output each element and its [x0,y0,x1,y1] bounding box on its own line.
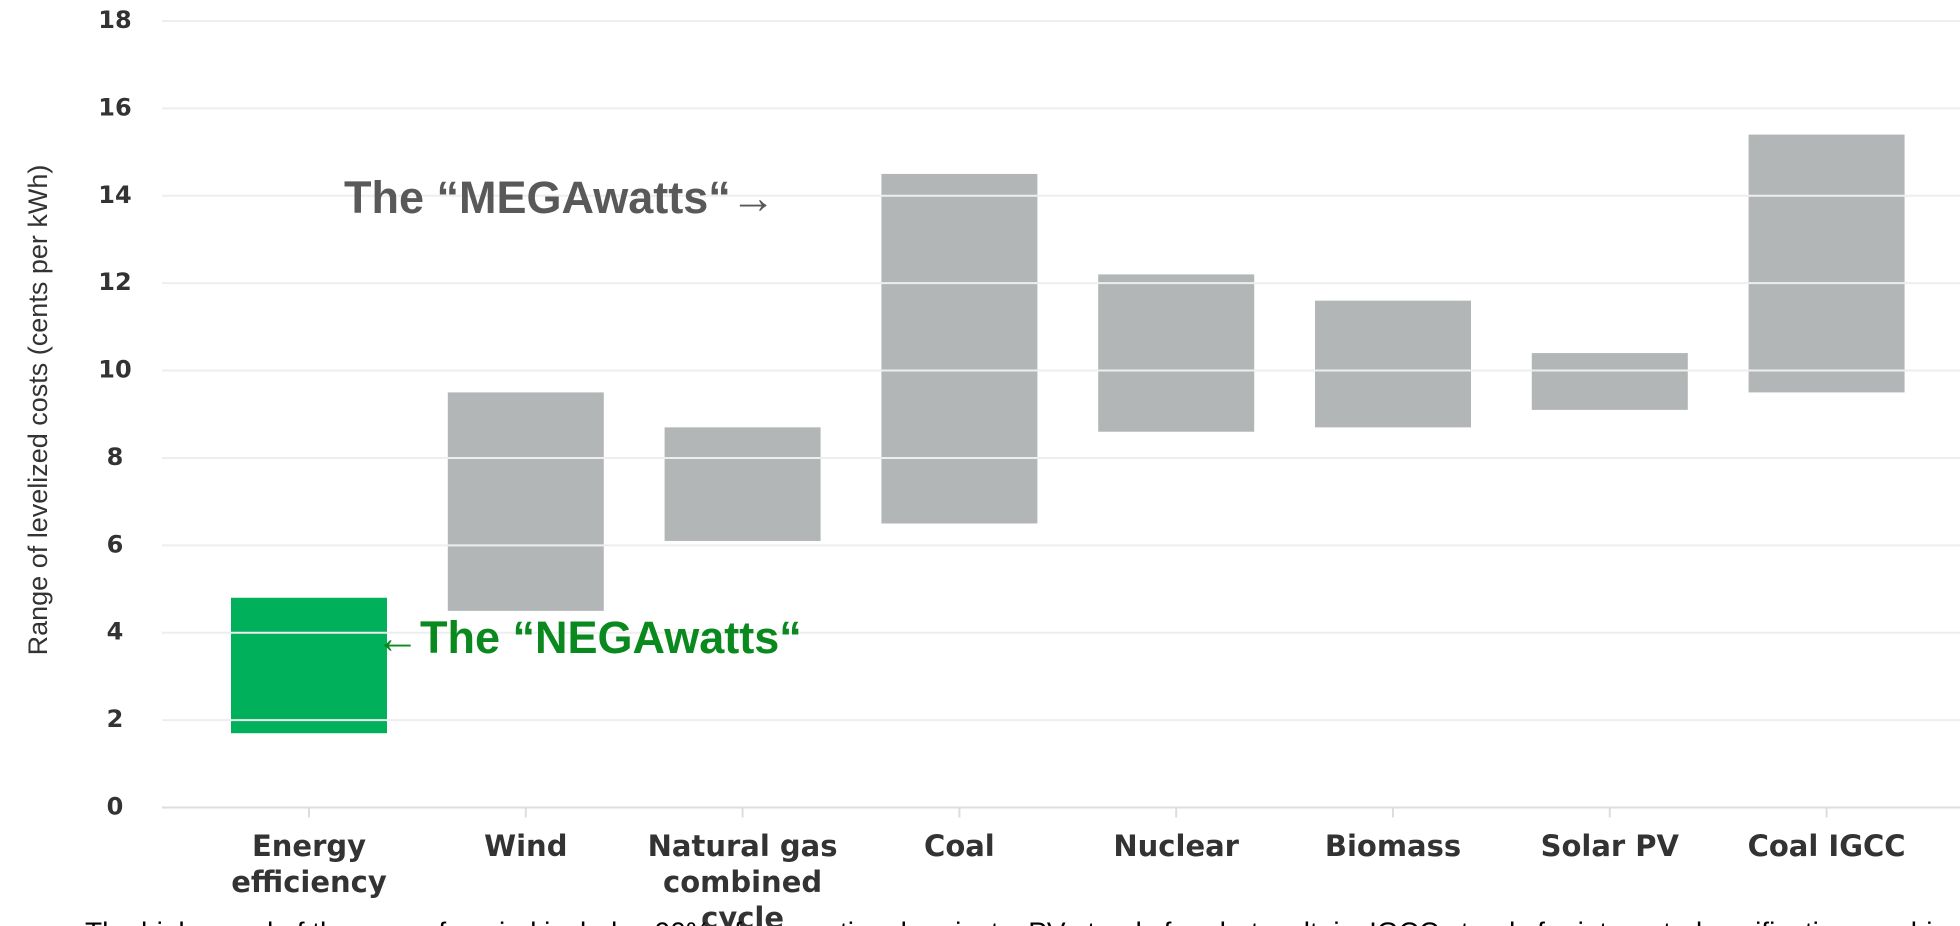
bar [1098,274,1255,432]
y-tick-label: 12 [98,268,131,296]
y-axis-label: Range of levelized costs (cents per kWh) [23,165,53,656]
x-tick-label: Biomass [1325,829,1461,863]
y-tick-label: 0 [107,793,124,821]
x-tick-label: Energy efficiency [231,829,387,899]
bar [1531,353,1688,410]
bar [1315,300,1471,428]
bar [881,173,1038,524]
y-tick-label: 18 [98,6,131,34]
annotation: The “MEGAwatts“→ [344,172,776,223]
y-tick-label: 16 [98,93,131,121]
bar [447,392,604,611]
x-tick-label: Nuclear [1113,829,1239,863]
y-tick-label: 14 [98,181,131,209]
y-tick-label: 6 [107,530,124,558]
x-tick-label: Solar PV [1541,829,1680,863]
x-tick-label: Natural gas combined cycle [648,829,838,926]
bar [1748,134,1905,393]
y-tick-label: 4 [107,618,124,646]
bar [231,597,387,734]
x-tick-label: Wind [484,829,567,863]
x-tick-label: Coal [924,829,995,863]
y-tick-label: 10 [98,356,131,384]
y-tick-label: 2 [107,705,124,733]
y-tick-label: 8 [107,443,124,471]
bar [664,427,821,541]
caption: The higher end of the range for wind inc… [85,916,1960,926]
annotation: ←The “NEGAwatts“ [375,612,802,663]
x-tick-label: Coal IGCC [1748,829,1906,863]
